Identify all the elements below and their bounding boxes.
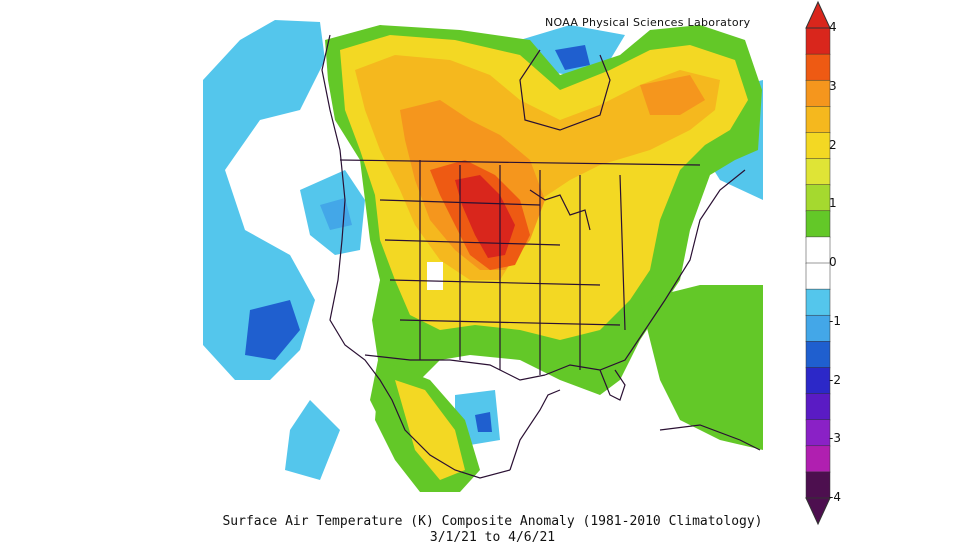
colorbar-bins [805,27,831,499]
colorbar-top-arrow [805,0,831,29]
state-borders-vertical [419,160,626,375]
colorbar-bin [805,79,831,108]
colorbar [805,0,831,526]
caption-title: Surface Air Temperature (K) Composite An… [222,514,763,529]
colorbar-tick-label: 3 [829,78,837,93]
colorbar-tick-label: -2 [829,372,841,387]
labrador-warm-orange [640,75,705,115]
colorado-neutral-patch [427,262,443,290]
hudson-cold-core [555,45,590,70]
colorbar-bin [805,106,831,134]
colorbar-bin [805,341,831,369]
colorbar-tick-label: -1 [829,313,841,328]
colorbar-bin [805,53,831,81]
pacific-cool-region [203,20,325,380]
anomaly-map [203,18,763,493]
hudson-bay-outline [519,49,611,131]
gulf-of-mexico-outline [509,389,561,471]
colorbar-tick-label: 1 [829,196,837,211]
west-coast-line [321,34,511,479]
colorbar-bin [805,288,831,316]
colorbar-bin [805,471,831,499]
colorbar-bin [805,132,831,160]
colorbar-tick-label: 2 [829,137,837,152]
pacific-cold-core [245,300,300,360]
us-mexico-border [364,354,546,381]
colorbar-tick-label: 0 [829,255,837,269]
colorbar-bin [805,367,831,395]
great-lakes-outline [529,189,591,231]
mexico-cold-core [475,412,492,432]
coastlines-and-borders [321,34,761,479]
colorbar-bin [805,262,831,290]
colorbar-bin [805,236,831,264]
colorbar-bin [805,445,831,473]
us-canada-border [339,159,701,166]
mexico-warm-yellow [395,380,465,480]
source-credit: NOAA Physical Sciences Laboratory [545,16,751,29]
colorbar-tick-label: -4 [829,490,841,504]
colorbar-bin [805,210,831,238]
florida-outline [599,369,626,401]
southwest-cool-region [285,400,340,480]
atlantic-warm-green [640,285,763,450]
caption-date-range: 3/1/21 to 4/6/21 [429,530,556,545]
colorbar-tick-label: 4 [829,20,837,34]
colorbar-bin [805,158,831,186]
colorbar-bin [805,27,831,55]
east-coast-line [544,169,746,376]
colorbar-bin [805,314,831,343]
colorbar-bin [805,184,831,212]
colorbar-bottom-arrow [805,497,831,526]
colorbar-bin [805,419,831,447]
colorbar-bin [805,393,831,421]
caribbean-islands [659,424,761,451]
colorbar-tick-label: -3 [829,431,841,446]
